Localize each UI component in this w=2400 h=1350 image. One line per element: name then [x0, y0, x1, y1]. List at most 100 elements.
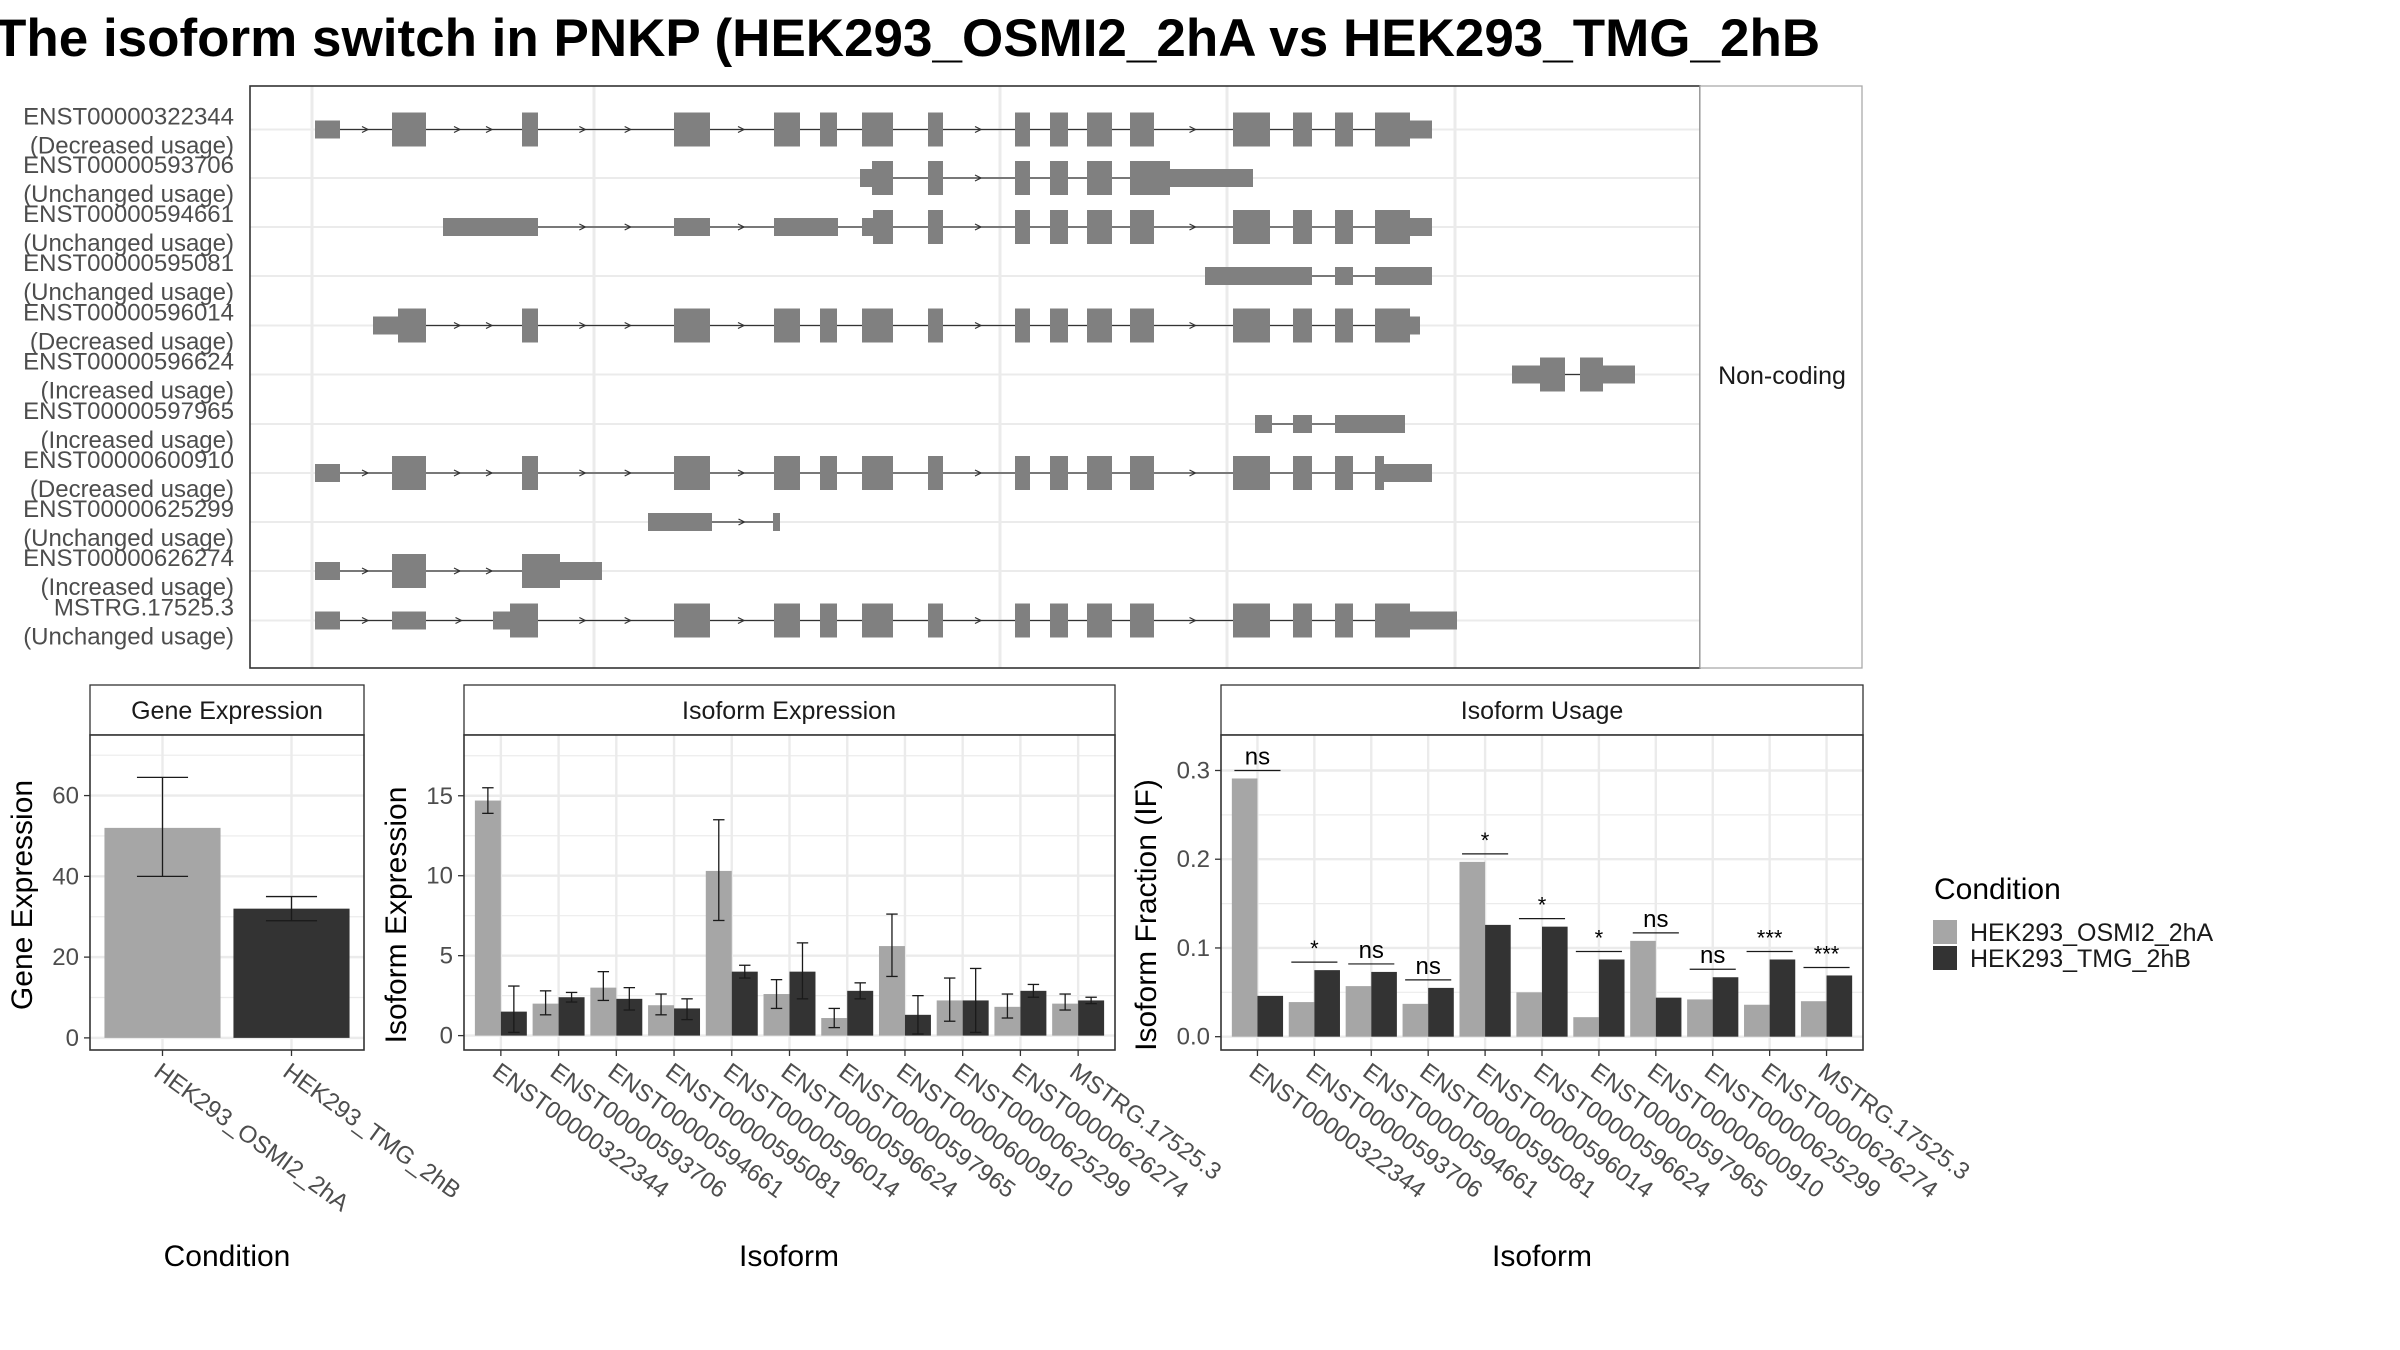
transcript-id-label: ENST00000595081	[23, 250, 234, 277]
isoform-usage-x-title: Isoform	[1492, 1240, 1592, 1273]
significance-label: ns	[1359, 937, 1384, 964]
bar	[1485, 924, 1511, 1037]
exon-block	[1015, 161, 1030, 195]
exon-block	[398, 308, 426, 343]
exon-block	[872, 161, 893, 195]
exon-block	[873, 210, 893, 244]
exon-block	[1335, 210, 1353, 244]
intron-arrow	[974, 125, 983, 134]
isoform-expression-y-title: Isoform Expression	[380, 787, 413, 1044]
intron-arrow	[624, 125, 633, 134]
exon-block	[1130, 210, 1154, 244]
exon-block	[674, 603, 710, 638]
exon-block	[1335, 308, 1353, 343]
transcript-id-label: MSTRG.17525.3	[54, 595, 234, 622]
exon-block	[1130, 603, 1154, 638]
exon-block	[315, 562, 340, 580]
significance-label: *	[1310, 936, 1319, 961]
exon-block	[674, 308, 710, 343]
exon-block	[862, 603, 893, 638]
exon-block	[1050, 210, 1068, 244]
y-tick-label: 0	[66, 1025, 79, 1052]
bar	[1744, 1004, 1770, 1037]
transcript-status-label: (Increased usage)	[41, 427, 234, 454]
isoform-expression-x-title: Isoform	[739, 1240, 839, 1273]
exon-block	[1603, 365, 1635, 384]
exon-block	[1170, 169, 1253, 187]
exon-block	[1050, 603, 1068, 638]
exon-block	[315, 611, 340, 630]
significance-label: ns	[1245, 743, 1270, 770]
chart-title: The isoform switch in PNKP (HEK293_OSMI2…	[0, 9, 1820, 68]
exon-block	[1293, 603, 1312, 638]
exon-block	[820, 603, 837, 638]
y-tick-label: 0.2	[1177, 846, 1210, 873]
exon-block	[928, 161, 943, 195]
exon-block	[1087, 161, 1112, 195]
legend-title: Condition	[1934, 873, 2061, 906]
exon-block	[1087, 603, 1112, 638]
significance-label: ***	[1814, 941, 1840, 966]
exon-block	[1293, 112, 1312, 147]
bar	[1231, 778, 1258, 1037]
exon-block	[1015, 308, 1030, 343]
exon-block	[773, 513, 780, 531]
exon-block	[774, 112, 800, 147]
bar	[731, 971, 758, 1036]
exon-block	[860, 169, 872, 187]
gene-expression-x-title: Condition	[164, 1240, 291, 1273]
intron-arrow	[485, 469, 494, 477]
exon-block	[820, 456, 837, 490]
transcript-id-label: ENST00000596014	[23, 300, 234, 327]
exon-block	[820, 112, 837, 147]
y-tick-label: 0	[440, 1023, 453, 1050]
exon-block	[928, 210, 943, 244]
intron-arrow	[361, 125, 370, 134]
exon-block	[493, 611, 510, 630]
exon-block	[1293, 210, 1312, 244]
bar	[1314, 970, 1340, 1037]
exon-block	[392, 554, 426, 588]
legend-key-b	[1933, 946, 1957, 970]
transcript-id-label: ENST00000322344	[23, 104, 234, 131]
transcript-status-label: (Decreased usage)	[30, 329, 234, 356]
intron-arrow	[737, 321, 746, 330]
exon-block	[1580, 357, 1603, 392]
transcript-status-label: (Unchanged usage)	[23, 230, 234, 257]
bar	[1598, 959, 1625, 1037]
exon-block	[1540, 357, 1565, 392]
intron-arrow	[738, 518, 746, 526]
intron-arrow	[974, 469, 983, 477]
bar	[1078, 1000, 1105, 1036]
exon-block	[1087, 308, 1112, 343]
bar	[1712, 977, 1739, 1037]
exon-block	[928, 603, 943, 638]
y-tick-label: 40	[52, 863, 79, 890]
significance-label: ns	[1416, 953, 1441, 980]
intron-arrow	[624, 321, 633, 330]
intron-arrow	[974, 174, 983, 182]
exon-block	[862, 456, 893, 490]
exon-block	[1410, 218, 1432, 236]
exon-block	[1205, 267, 1312, 285]
exon-block	[1410, 120, 1432, 139]
exon-block	[1233, 603, 1270, 638]
exon-block	[674, 218, 710, 236]
exon-block	[1293, 308, 1312, 343]
exon-block	[1050, 308, 1068, 343]
exon-block	[774, 308, 800, 343]
exon-block	[820, 308, 837, 343]
exon-block	[522, 554, 560, 588]
significance-label: ***	[1757, 925, 1783, 950]
intron-arrow	[485, 321, 494, 330]
intron-arrow	[453, 125, 462, 134]
isoform-expression-strip-label: Isoform Expression	[682, 697, 896, 725]
intron-arrow	[453, 469, 462, 477]
intron-arrow	[455, 616, 463, 625]
bar	[1542, 926, 1568, 1037]
exon-block	[1050, 456, 1068, 490]
bar	[1769, 959, 1796, 1037]
exon-block	[560, 562, 602, 580]
plot-border	[1220, 734, 1864, 1051]
